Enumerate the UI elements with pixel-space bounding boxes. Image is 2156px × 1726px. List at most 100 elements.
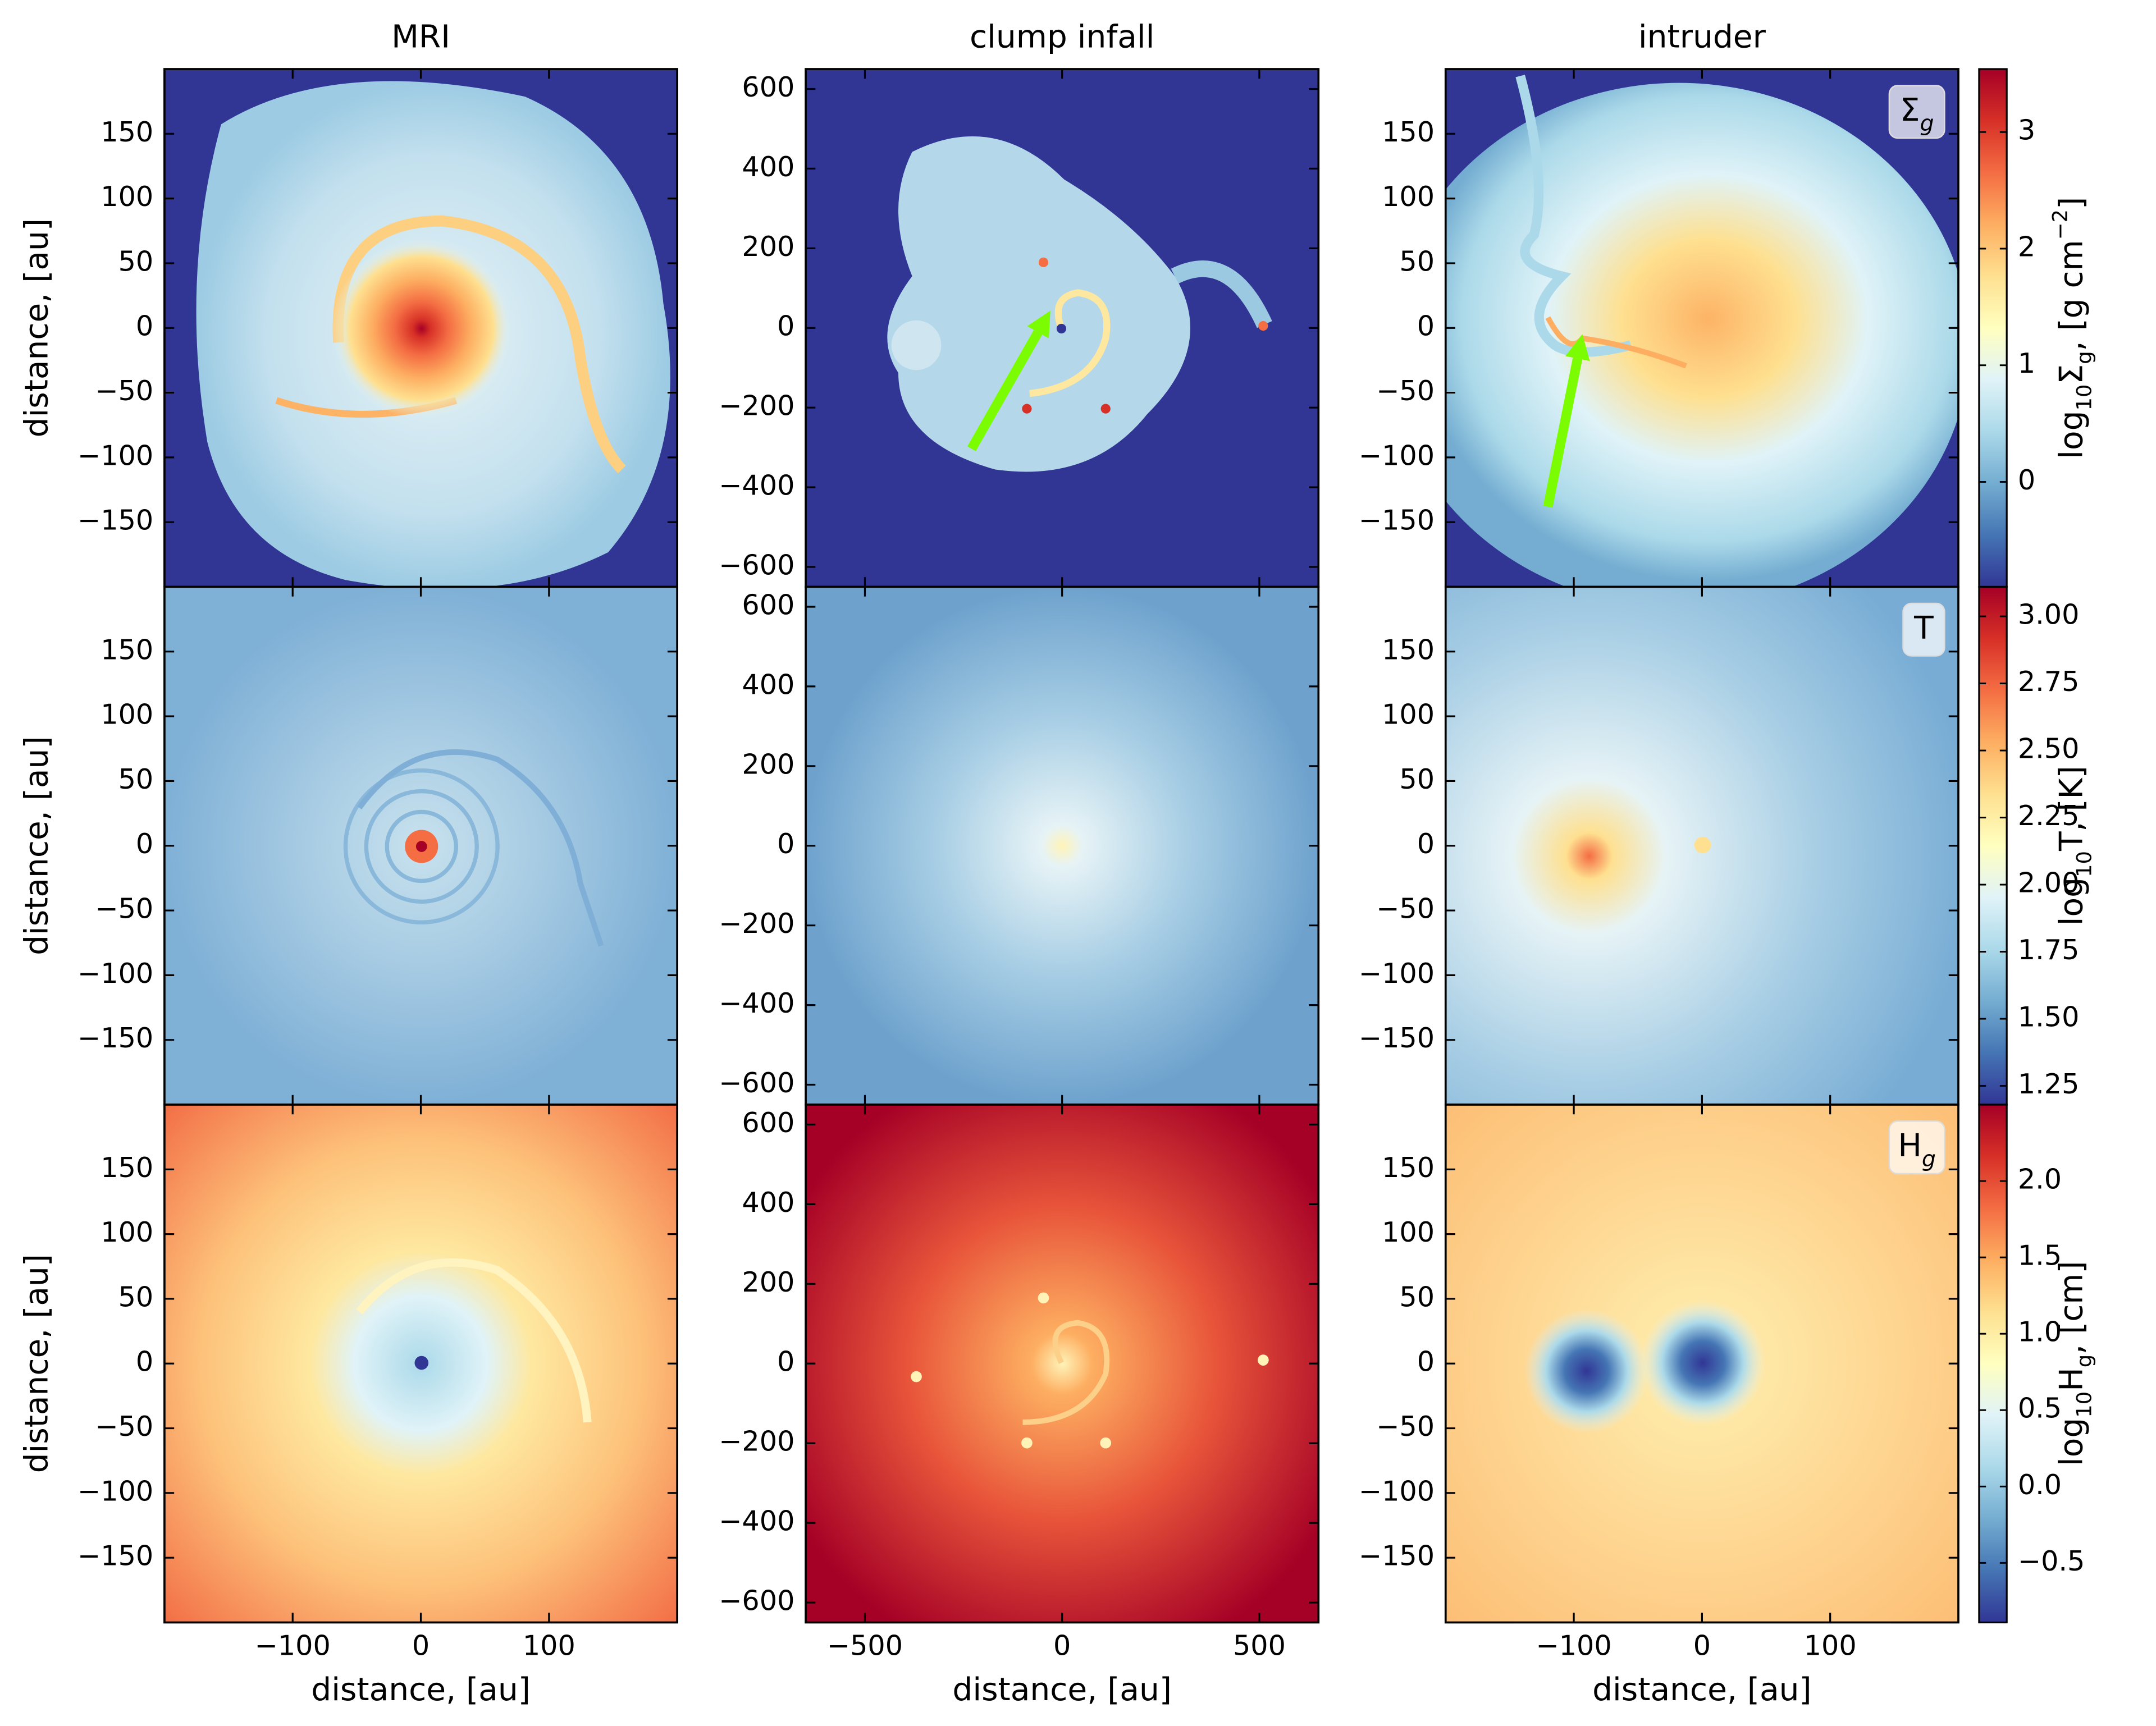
colorbar-label-part: Σ — [2053, 364, 2090, 384]
heatmap — [806, 69, 1319, 587]
heatmap — [806, 1105, 1319, 1623]
colorbar-label-part: g — [2072, 351, 2096, 364]
y-tick-label: 100 — [101, 180, 153, 213]
annotation: T — [1913, 609, 1934, 646]
y-tick-label: −100 — [1359, 439, 1435, 471]
y-tick-label: 50 — [1399, 1280, 1435, 1313]
y-tick-label: 100 — [101, 1216, 153, 1248]
annotation-base: Σ — [1900, 91, 1920, 129]
colorbar-tick-label: 1.75 — [2018, 933, 2080, 966]
annotation-sub: g — [1922, 1146, 1936, 1172]
y-axis-label: distance, [au] — [19, 736, 56, 955]
colorbar-label-part: , [cm] — [2053, 1261, 2090, 1354]
colorbar-tick-label: 0.5 — [2018, 1392, 2062, 1425]
heatmap — [1445, 69, 1958, 587]
y-axis-label: distance, [au] — [19, 218, 56, 437]
y-tick-label: 600 — [742, 1106, 794, 1139]
colorbar-label: log10T, [K] — [2053, 766, 2096, 926]
y-tick-label: −150 — [1359, 1022, 1435, 1054]
x-axis-label: distance, [au] — [952, 1671, 1172, 1708]
y-tick-label: −50 — [95, 374, 153, 407]
x-tick-label: 0 — [412, 1629, 430, 1661]
y-tick-label: −100 — [77, 957, 153, 990]
fragment — [1100, 1437, 1112, 1449]
x-tick-label: −500 — [827, 1629, 903, 1661]
y-tick-label: −400 — [719, 987, 794, 1019]
y-tick-label: 0 — [777, 310, 794, 342]
x-tick-label: 0 — [1053, 1629, 1071, 1661]
y-tick-label: −50 — [1376, 892, 1435, 925]
core — [414, 1356, 429, 1370]
y-tick-label: −100 — [1359, 1475, 1435, 1507]
y-tick-label: 600 — [742, 71, 794, 103]
y-tick-label: 150 — [101, 116, 153, 148]
colorbar-tick-label: 2.50 — [2018, 732, 2080, 765]
colorbar-label-part: log — [2053, 410, 2090, 459]
colorbar-tick-label: 2.00 — [2018, 867, 2080, 899]
y-tick-label: 100 — [101, 698, 153, 731]
x-tick-label: −100 — [255, 1629, 331, 1661]
arm — [357, 749, 604, 947]
arrow-shaft — [1543, 358, 1583, 508]
colorbar — [1978, 68, 2008, 588]
y-tick-label: −150 — [1359, 504, 1435, 537]
fragment — [1021, 1437, 1033, 1449]
y-tick-label: −100 — [77, 439, 153, 471]
y-tick-label: −150 — [77, 1022, 153, 1054]
annotation: Σg — [1900, 91, 1934, 136]
colorbar-tick-label: 1.5 — [2018, 1239, 2062, 1272]
annotation-base: H — [1898, 1127, 1922, 1164]
well — [1524, 1309, 1649, 1434]
filament — [1515, 75, 1632, 357]
y-tick-label: 0 — [1417, 310, 1435, 342]
y-tick-label: 0 — [136, 827, 153, 860]
y-tick-label: 400 — [742, 1186, 794, 1219]
colorbar-tick-label: 0.0 — [2018, 1468, 2062, 1501]
fragment — [1056, 323, 1067, 334]
x-tick-label: 500 — [1233, 1629, 1286, 1661]
colorbar-tick-label: 2 — [2018, 230, 2035, 263]
companion — [1694, 836, 1711, 854]
panel-title: clump infall — [970, 19, 1154, 56]
x-tick-label: 100 — [1804, 1629, 1857, 1661]
colorbar-label-part: 10 — [2072, 384, 2096, 411]
background — [806, 587, 1319, 1105]
panel-title: intruder — [1638, 19, 1766, 56]
y-tick-label: −100 — [77, 1475, 153, 1507]
colorbar-label-part: log — [2053, 877, 2090, 926]
heatmap — [164, 69, 678, 587]
colorbar-label: log10Σg, [g cm−2] — [2048, 197, 2096, 459]
y-tick-label: 0 — [777, 1345, 794, 1378]
y-tick-label: −600 — [719, 549, 794, 582]
y-tick-label: 0 — [136, 310, 153, 342]
colorbar-label-part: g — [2072, 1354, 2096, 1367]
colorbar-label-part: 10 — [2072, 1391, 2096, 1418]
core — [415, 841, 427, 852]
x-tick-label: −100 — [1536, 1629, 1611, 1661]
colorbar — [1978, 1104, 2008, 1624]
arrow-shaft — [967, 329, 1043, 451]
y-tick-label: 50 — [118, 1280, 154, 1313]
fragment — [1100, 404, 1111, 414]
y-tick-label: −200 — [719, 1425, 794, 1458]
x-axis-label: distance, [au] — [1592, 1671, 1812, 1708]
colorbar-tick-label: 2.25 — [2018, 799, 2080, 832]
fragment — [1022, 404, 1032, 414]
y-tick-label: 100 — [1382, 1216, 1435, 1248]
heatmap — [1445, 587, 1958, 1105]
annotation: Hg — [1898, 1127, 1936, 1172]
y-tick-label: −150 — [77, 1540, 153, 1572]
colorbar-tick-label: 1.25 — [2018, 1068, 2080, 1100]
y-tick-label: 50 — [1399, 245, 1435, 277]
fragment — [1258, 1354, 1269, 1366]
annotation-box — [1902, 602, 1945, 657]
y-tick-label: 100 — [1382, 698, 1435, 731]
fragment — [911, 1371, 922, 1382]
clump — [891, 320, 942, 370]
spiral — [1022, 1320, 1110, 1425]
colorbar-tick-label: 1.0 — [2018, 1316, 2062, 1348]
colorbar-tick-label: 1 — [2018, 347, 2035, 379]
annotation-sub: g — [1920, 111, 1934, 136]
